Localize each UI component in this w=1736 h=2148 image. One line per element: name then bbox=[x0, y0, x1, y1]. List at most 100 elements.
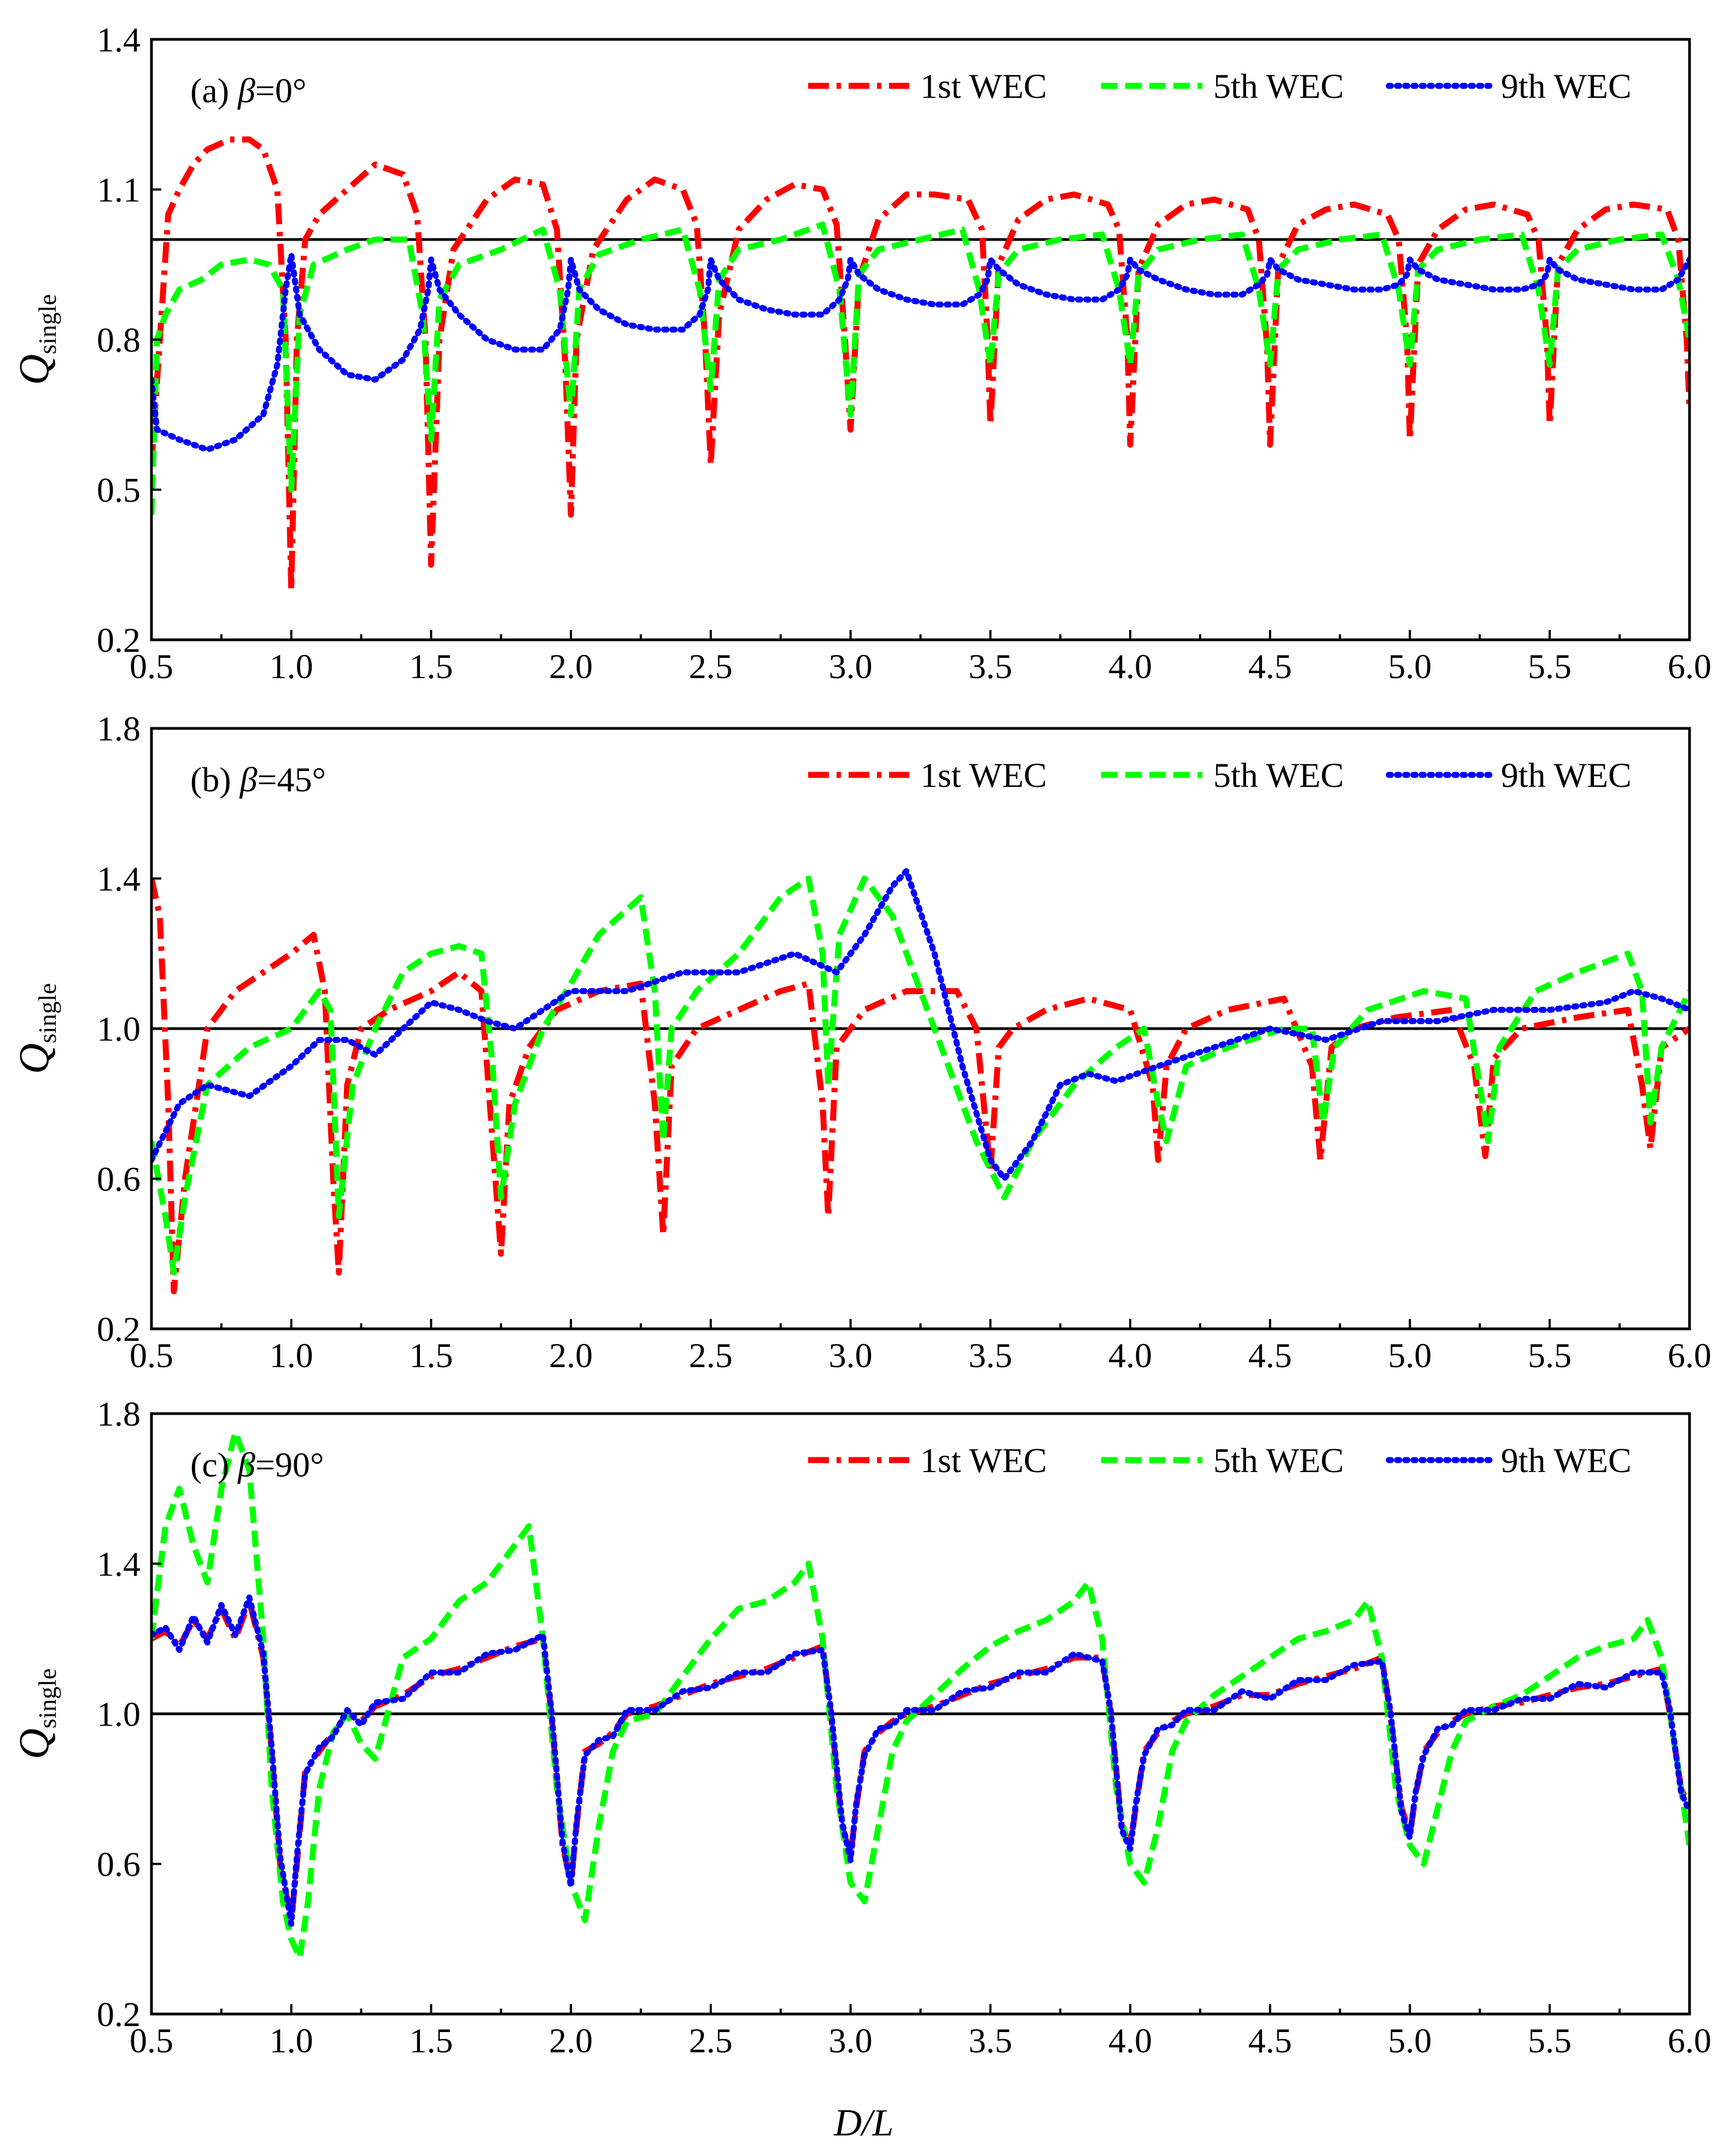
y-tick-label: 1.4 bbox=[97, 860, 141, 898]
x-tick-label: 5.5 bbox=[1528, 647, 1571, 686]
x-tick-label: 1.5 bbox=[409, 2021, 453, 2060]
x-tick-label: 2.0 bbox=[549, 647, 593, 686]
x-tick-label: 4.0 bbox=[1108, 2021, 1152, 2060]
chart-panel-2: 0.5 1.0 1.5 2.0 2.5 3.0 3.5 4.0 4.5 5.0 5.5 6.0 0.2 0… bbox=[10, 709, 1711, 1375]
x-tick-label: 1.5 bbox=[409, 1336, 453, 1375]
x-tick-label: 6.0 bbox=[1668, 1336, 1711, 1375]
legend: 1st WEC 5th WEC 9th WEC bbox=[808, 67, 1632, 106]
series-line-1st-wec bbox=[151, 1598, 1690, 1923]
series-line-5th-wec bbox=[151, 875, 1690, 1276]
series-group bbox=[151, 1429, 1690, 1961]
y-tick-label: 0.2 bbox=[97, 1995, 141, 2034]
y-tick-label: 0.6 bbox=[97, 1160, 141, 1199]
x-tick-label: 4.5 bbox=[1248, 1336, 1292, 1375]
chart-panel-3: 0.5 1.0 1.5 2.0 2.5 3.0 3.5 4.0 4.5 5.0 5.5 6.0 0.2 0… bbox=[10, 1394, 1711, 2060]
legend-label: 1st WEC bbox=[920, 67, 1047, 106]
x-tick-label: 6.0 bbox=[1668, 647, 1711, 686]
y-axis-title: Qsingle bbox=[10, 294, 61, 385]
y-tick-label: 1.8 bbox=[97, 709, 141, 748]
y-axis-title-main: Q bbox=[10, 1729, 57, 1759]
panel-label-prefix: (c) bbox=[190, 1445, 238, 1484]
x-tick-label: 1.0 bbox=[270, 1336, 313, 1375]
y-tick-label: 1.0 bbox=[97, 1009, 141, 1048]
x-tick-label: 5.0 bbox=[1388, 2021, 1432, 2060]
x-tick-label: 2.5 bbox=[689, 1336, 733, 1375]
x-tick-label: 1.0 bbox=[270, 647, 313, 686]
y-tick-label: 1.0 bbox=[97, 1695, 141, 1733]
series-line-1st-wec bbox=[151, 136, 1690, 593]
series-line-5th-wec bbox=[151, 221, 1690, 515]
series-line-9th-wec bbox=[151, 868, 1690, 1182]
x-tick-label: 2.0 bbox=[549, 1336, 593, 1375]
series-line-1st-wec bbox=[151, 878, 1690, 1294]
y-axis-title-main: Q bbox=[10, 354, 57, 385]
x-tick-label: 2.0 bbox=[549, 2021, 593, 2060]
legend: 1st WEC 5th WEC 9th WEC bbox=[808, 1441, 1632, 1480]
chart-panel-1: 0.5 1.0 1.5 2.0 2.5 3.0 3.5 4.0 4.5 5.0 5.5 6.00.20… bbox=[10, 20, 1711, 686]
panel-label-symbol: β bbox=[237, 71, 255, 110]
series-group bbox=[151, 868, 1690, 1294]
y-axis-title: Qsingle bbox=[10, 983, 61, 1074]
y-axis-title: Qsingle bbox=[10, 1668, 61, 1759]
x-tick-label: 0.5 bbox=[130, 1336, 173, 1375]
x-tick-label: 1.0 bbox=[270, 2021, 313, 2060]
x-tick-label: 3.5 bbox=[968, 2021, 1012, 2060]
x-tick-label: 4.0 bbox=[1108, 1336, 1152, 1375]
legend-label: 5th WEC bbox=[1213, 67, 1344, 106]
x-axis-title: D/L bbox=[834, 2102, 894, 2144]
legend: 1st WEC 5th WEC 9th WEC bbox=[808, 756, 1632, 795]
plot-frame bbox=[150, 38, 1691, 641]
x-tick-label: 3.5 bbox=[968, 647, 1012, 686]
legend-label: 9th WEC bbox=[1501, 67, 1632, 106]
panel-label: (b) β=45° bbox=[190, 760, 326, 799]
x-tick-label: 3.5 bbox=[968, 1336, 1012, 1375]
x-tick-label: 4.0 bbox=[1108, 647, 1152, 686]
y-axis-title-sub: single bbox=[33, 294, 61, 354]
y-tick-label: 1.4 bbox=[97, 20, 141, 59]
x-tick-label: 5.0 bbox=[1388, 647, 1432, 686]
panel-label-prefix: (a) bbox=[190, 71, 238, 110]
panel-label-symbol: β bbox=[239, 760, 258, 799]
x-tick-label: 3.0 bbox=[829, 2021, 873, 2060]
series-line-9th-wec bbox=[151, 1594, 1690, 1927]
y-axis-title-sub: single bbox=[33, 1668, 61, 1729]
legend-label: 5th WEC bbox=[1213, 756, 1344, 795]
x-tick-label: 0.5 bbox=[130, 2021, 173, 2060]
x-tick-label: 2.5 bbox=[689, 647, 733, 686]
panel-label: (a) β=0° bbox=[190, 71, 307, 110]
x-tick-label: 0.5 bbox=[130, 647, 173, 686]
x-tick-label: 3.0 bbox=[829, 1336, 873, 1375]
y-tick-label: 1.1 bbox=[97, 171, 141, 209]
x-tick-label: 5.5 bbox=[1528, 2021, 1571, 2060]
x-tick-label: 5.5 bbox=[1528, 1336, 1571, 1375]
panel-label-suffix: =0° bbox=[255, 71, 307, 110]
panel-label-suffix: =90° bbox=[255, 1445, 324, 1484]
x-tick-label: 3.0 bbox=[829, 647, 873, 686]
legend-label: 5th WEC bbox=[1213, 1441, 1344, 1480]
legend-label: 9th WEC bbox=[1501, 756, 1632, 795]
panel-label-prefix: (b) bbox=[190, 760, 240, 799]
y-tick-label: 1.4 bbox=[97, 1545, 141, 1584]
series-line-9th-wec bbox=[151, 251, 1690, 453]
panel-label: (c) β=90° bbox=[190, 1445, 324, 1484]
y-tick-label: 0.5 bbox=[97, 471, 141, 510]
x-tick-label: 5.0 bbox=[1388, 1336, 1432, 1375]
panel-label-symbol: β bbox=[237, 1445, 255, 1484]
legend-label: 9th WEC bbox=[1501, 1441, 1632, 1480]
x-tick-label: 2.5 bbox=[689, 2021, 733, 2060]
y-axis-title-sub: single bbox=[33, 983, 61, 1043]
x-tick-label: 4.5 bbox=[1248, 2021, 1292, 2060]
x-tick-label: 6.0 bbox=[1668, 2021, 1711, 2060]
panels: 0.5 1.0 1.5 2.0 2.5 3.0 3.5 4.0 4.5 5.0 5.5 6.00.20… bbox=[10, 20, 1711, 2060]
y-axis-title-main: Q bbox=[10, 1043, 57, 1074]
x-tick-label: 1.5 bbox=[409, 647, 453, 686]
series-line-5th-wec bbox=[151, 1429, 1690, 1961]
x-tick-label: 4.5 bbox=[1248, 647, 1292, 686]
y-tick-label: 0.2 bbox=[97, 1310, 141, 1349]
panel-label-suffix: =45° bbox=[258, 760, 326, 799]
y-tick-label: 0.2 bbox=[97, 621, 141, 659]
series-group bbox=[151, 136, 1690, 593]
legend-label: 1st WEC bbox=[920, 756, 1047, 795]
y-tick-label: 0.8 bbox=[97, 320, 141, 359]
